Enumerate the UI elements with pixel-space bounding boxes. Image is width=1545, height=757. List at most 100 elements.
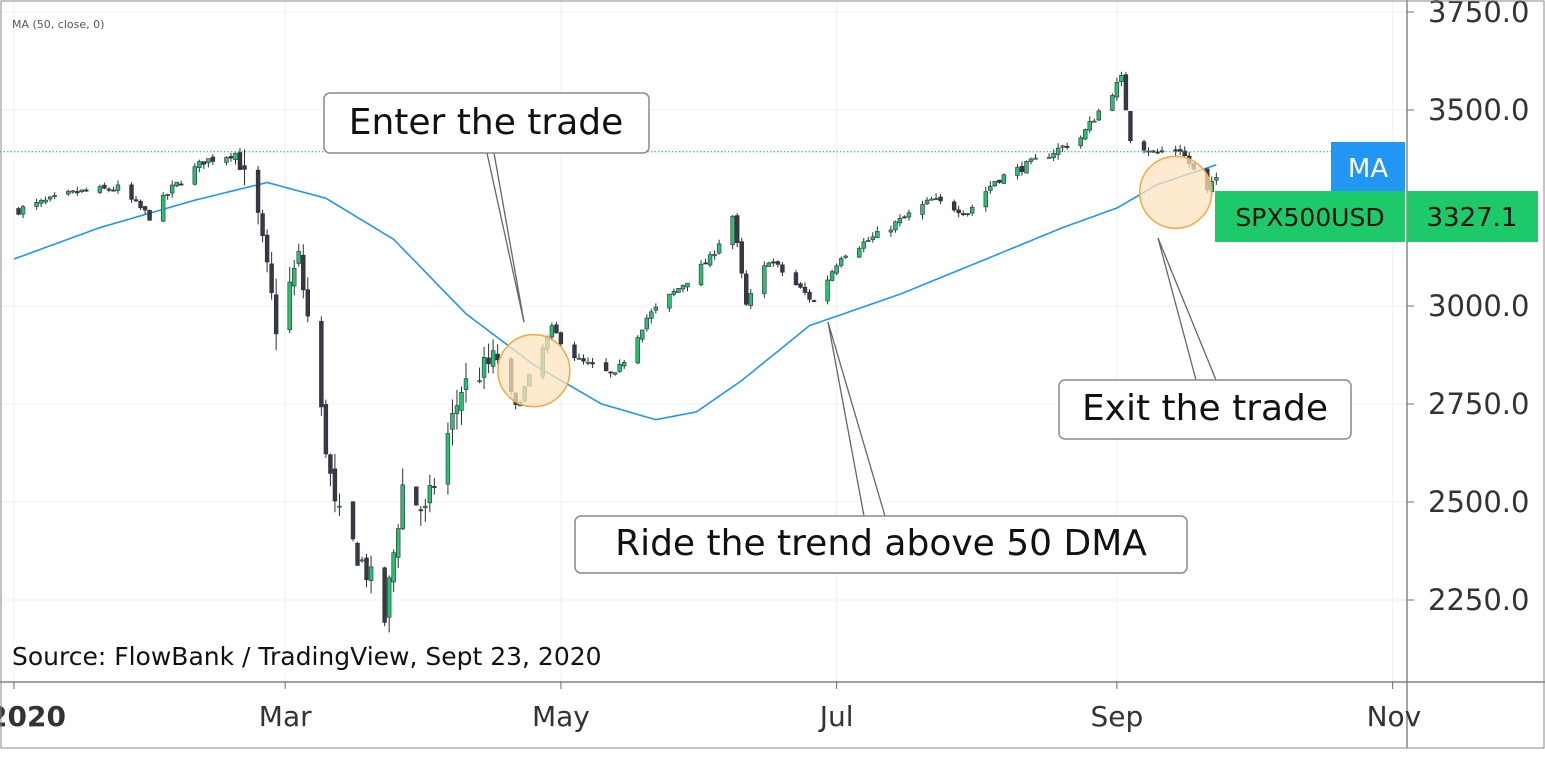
candle-up (716, 243, 722, 254)
candle-down (201, 161, 207, 165)
candle-down (16, 208, 21, 215)
candle-up (866, 240, 871, 242)
candle-up (47, 196, 53, 200)
candle-up (70, 190, 75, 193)
candle-down (364, 557, 369, 581)
price-tick-label: 2750.0 (1428, 387, 1529, 421)
candle-up (1060, 145, 1065, 148)
candle-up (983, 191, 989, 208)
candle-up (52, 195, 57, 197)
candle-down (75, 191, 80, 194)
candle-up (671, 290, 677, 295)
candle-down (269, 263, 274, 293)
candle-up (97, 186, 103, 193)
candle-down (111, 189, 116, 192)
candle-up (34, 202, 39, 207)
candle-down (102, 184, 107, 189)
candle-up (988, 185, 993, 191)
candle-up (1028, 158, 1034, 162)
candle-up (66, 191, 71, 195)
time-tick-labels[interactable]: 2020 Mar May Jul Sep Nov (0, 682, 1421, 733)
candle-down (106, 188, 112, 191)
candle-down (323, 404, 329, 455)
candle-up (224, 157, 229, 163)
candle-down (129, 184, 134, 200)
candle-up (459, 391, 464, 411)
candle-down (486, 357, 491, 365)
candle-up (292, 268, 297, 287)
candle-down (210, 156, 216, 162)
candle-down (142, 206, 148, 211)
candle-down (319, 320, 324, 408)
candle-up (481, 357, 487, 378)
candle-down (1123, 74, 1129, 111)
candle-up (359, 559, 365, 562)
candle-down (432, 486, 437, 488)
candle-up (20, 206, 26, 215)
candle-up (640, 329, 645, 340)
candle-up (825, 279, 830, 302)
candle-down (138, 200, 143, 209)
candle-down (581, 358, 586, 362)
indicator-label[interactable]: MA (50, close, 0) (12, 18, 104, 31)
candle-up (748, 293, 753, 306)
price-tick-labels[interactable]: 3750.0 3500.0 3000.0 2750.0 2500.0 2250.0 (1407, 0, 1529, 617)
candle-up (685, 282, 690, 288)
candle-up (423, 505, 428, 509)
candle-up (79, 189, 85, 192)
candle-down (960, 213, 966, 216)
candle-up (549, 325, 555, 338)
candle-down (301, 254, 306, 291)
candle-down (84, 189, 89, 192)
candle-down (264, 234, 270, 263)
symbol-badge: SPX500USD (1215, 191, 1405, 242)
candle-down (1177, 149, 1183, 152)
candle-up (762, 265, 767, 294)
candle-up (1114, 82, 1120, 98)
candle-up (170, 184, 175, 194)
candle-down (997, 179, 1002, 183)
candle-down (237, 152, 243, 170)
time-tick-label: Jul (818, 700, 854, 733)
time-tick-label: Mar (259, 700, 312, 733)
candle-up (585, 361, 591, 364)
candle-up (965, 213, 970, 216)
candle-up (766, 262, 772, 267)
candle-up (829, 271, 835, 281)
highlight-circle-exit (1138, 155, 1213, 230)
candle-up (1001, 174, 1007, 184)
candle-up (445, 433, 451, 485)
ride-callout: Ride the trend above 50 DMA (574, 515, 1188, 574)
candle-up (897, 218, 903, 224)
price-tick-label: 2500.0 (1428, 485, 1529, 519)
source-note: Source: FlowBank / TradingView, Sept 23,… (12, 642, 602, 671)
candle-down (902, 216, 907, 219)
candle-up (676, 288, 681, 293)
candle-down (179, 183, 184, 186)
exit-callout: Exit the trade (1058, 379, 1352, 440)
candle-down (147, 210, 152, 221)
symbol-badge-text: SPX500USD (1235, 203, 1384, 232)
candle-down (938, 196, 943, 202)
candle-down (328, 454, 333, 474)
candle-down (956, 209, 961, 214)
candle-down (554, 324, 559, 334)
candle-up (857, 248, 862, 258)
candle-down (242, 165, 247, 170)
candle-up (1119, 74, 1124, 83)
candle-up (906, 212, 912, 218)
candle-down (133, 199, 139, 202)
candle-down (558, 332, 564, 345)
candle-up (617, 364, 622, 372)
candle-up (1083, 129, 1088, 140)
candle-down (608, 371, 613, 374)
grid-lines (0, 0, 1407, 682)
candle-up (707, 254, 713, 266)
candle-up (712, 254, 717, 257)
candle-up (644, 317, 650, 330)
candle-up (477, 380, 482, 383)
candle-up (454, 405, 460, 414)
candle-down (811, 300, 817, 303)
ma50-line (13, 164, 1217, 421)
candle-up (174, 181, 179, 187)
